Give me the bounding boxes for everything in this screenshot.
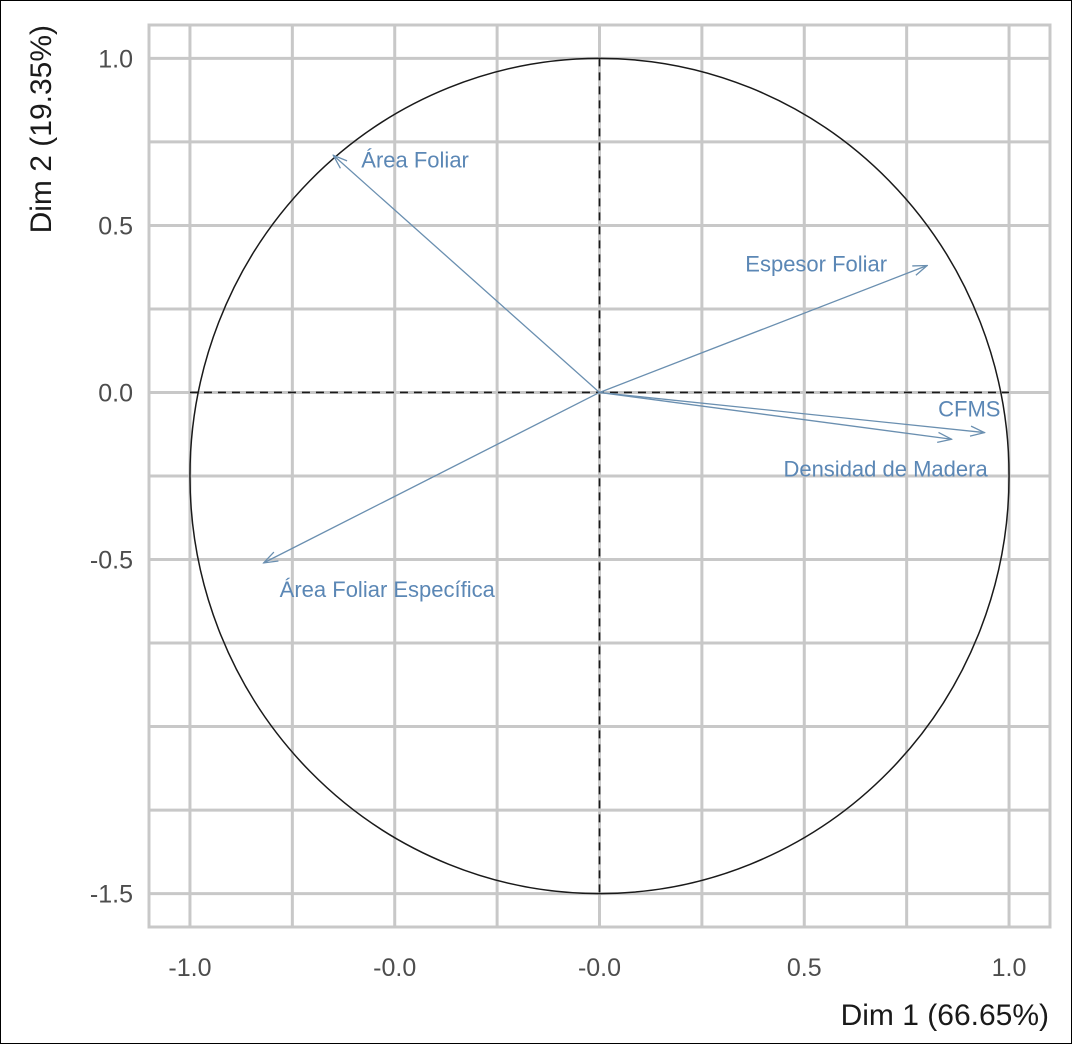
x-tick-label: -0.0 bbox=[373, 954, 416, 982]
y-axis-title: Dim 2 (19.35%) bbox=[25, 25, 58, 233]
y-tick-label: -0.5 bbox=[90, 547, 133, 575]
y-tick-label: 1.0 bbox=[98, 45, 133, 73]
variable-arrow bbox=[333, 155, 600, 393]
variable-label: Área Foliar bbox=[361, 147, 469, 172]
x-axis-title: Dim 1 (66.65%) bbox=[841, 999, 1049, 1032]
variable-label: CFMS bbox=[938, 397, 1000, 422]
variable-arrow bbox=[599, 266, 928, 394]
variable-arrow bbox=[264, 391, 600, 562]
y-tick-label: 0.5 bbox=[98, 212, 133, 240]
x-tick-label: 1.0 bbox=[992, 954, 1027, 982]
variable-label: Área Foliar Específica bbox=[280, 577, 496, 602]
y-tick-label: -1.5 bbox=[90, 881, 133, 909]
variable-label: Espesor Foliar bbox=[745, 252, 887, 277]
x-tick-label: -0.0 bbox=[578, 954, 621, 982]
variable-label: Densidad de Madera bbox=[783, 456, 988, 481]
variable-arrow bbox=[599, 391, 952, 439]
variable-arrow bbox=[599, 391, 985, 432]
x-tick-label: 0.5 bbox=[787, 954, 822, 982]
y-tick-label: 0.0 bbox=[98, 379, 133, 407]
x-tick-label: -1.0 bbox=[168, 954, 211, 982]
